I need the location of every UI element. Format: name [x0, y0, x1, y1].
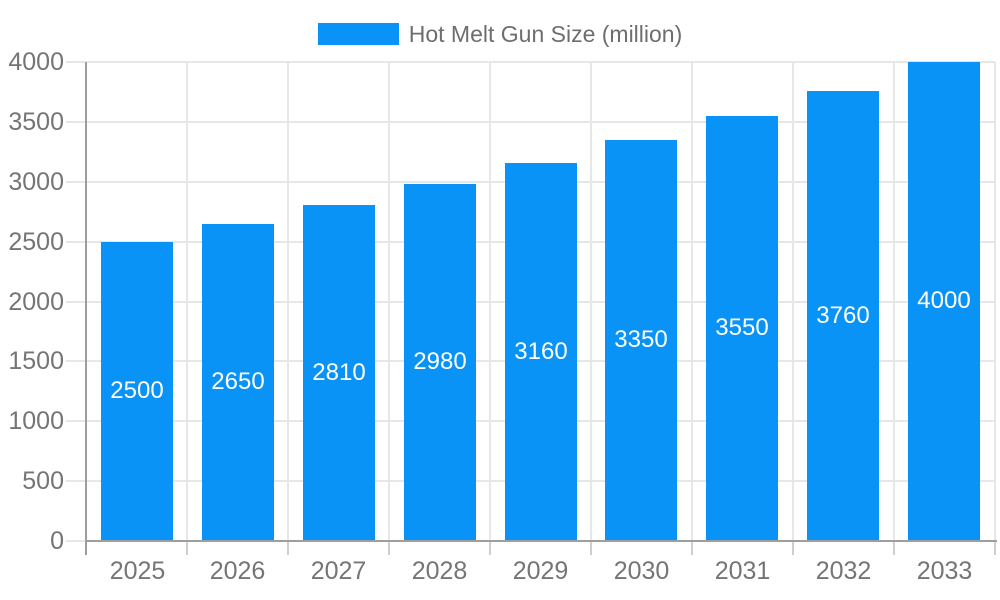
x-tick-9 — [994, 542, 996, 555]
x-axis-label-2029: 2029 — [512, 557, 569, 585]
bar-value-label-2033: 4000 — [917, 287, 971, 314]
x-axis-label-2033: 2033 — [916, 557, 973, 585]
gridline-v-8 — [893, 62, 895, 541]
bar-2033[interactable]: 4000 — [908, 62, 980, 540]
gridline-v-4 — [489, 62, 491, 541]
bar-2029[interactable]: 3160 — [505, 163, 577, 540]
x-axis-label-2027: 2027 — [310, 557, 367, 585]
gridline-v-3 — [388, 62, 390, 541]
legend-label: Hot Melt Gun Size (million) — [408, 21, 683, 47]
x-axis-label-2032: 2032 — [815, 557, 872, 585]
gridline-v-6 — [691, 62, 693, 541]
y-axis-label-2500: 2500 — [8, 228, 64, 256]
bar-value-label-2026: 2650 — [211, 368, 265, 395]
bar-value-label-2031: 3550 — [715, 314, 769, 341]
bar-2031[interactable]: 3550 — [706, 116, 778, 540]
x-tick-1 — [186, 542, 188, 555]
legend: Hot Melt Gun Size (million) — [0, 21, 1000, 47]
x-tick-2 — [287, 542, 289, 555]
x-axis-label-2030: 2030 — [613, 557, 670, 585]
gridline-h-3500 — [66, 121, 995, 123]
bar-value-label-2025: 2500 — [110, 377, 164, 404]
x-tick-3 — [388, 542, 390, 555]
y-tick-0 — [66, 540, 86, 542]
bar-2032[interactable]: 3760 — [807, 91, 879, 540]
bar-value-label-2028: 2980 — [413, 348, 467, 375]
legend-swatch — [317, 23, 399, 45]
x-axis-label-2028: 2028 — [411, 557, 468, 585]
bar-2028[interactable]: 2980 — [404, 184, 476, 540]
bar-2025[interactable]: 2500 — [101, 242, 173, 540]
y-axis-label-0: 0 — [50, 527, 64, 555]
y-axis-label-1500: 1500 — [8, 347, 64, 375]
bar-value-label-2032: 3760 — [816, 301, 870, 329]
y-axis-label-3000: 3000 — [8, 168, 64, 196]
x-tick-7 — [792, 542, 794, 555]
x-tick-8 — [893, 542, 895, 555]
y-axis-label-500: 500 — [22, 467, 64, 495]
bar-2027[interactable]: 2810 — [303, 205, 375, 540]
x-axis-label-2025: 2025 — [109, 557, 166, 585]
y-axis-label-2000: 2000 — [8, 288, 64, 316]
x-axis-label-2026: 2026 — [209, 557, 266, 585]
x-tick-4 — [489, 542, 491, 555]
bar-2026[interactable]: 2650 — [202, 224, 274, 540]
bar-value-label-2029: 3160 — [514, 337, 568, 365]
y-axis-label-3500: 3500 — [8, 108, 64, 136]
gridline-v-2 — [287, 62, 289, 541]
gridline-h-4000 — [66, 61, 995, 63]
y-axis-line — [85, 62, 87, 555]
x-axis-label-2031: 2031 — [714, 557, 771, 585]
gridline-v-9 — [994, 62, 996, 541]
x-axis-line — [85, 540, 997, 542]
x-tick-6 — [691, 542, 693, 555]
gridline-v-7 — [792, 62, 794, 541]
gridline-v-5 — [590, 62, 592, 541]
bar-value-label-2027: 2810 — [312, 358, 366, 386]
bar-2030[interactable]: 3350 — [605, 140, 677, 540]
gridline-v-1 — [186, 62, 188, 541]
bar-value-label-2030: 3350 — [614, 326, 668, 353]
y-axis-label-4000: 4000 — [8, 48, 64, 76]
x-tick-5 — [590, 542, 592, 555]
y-axis-label-1000: 1000 — [8, 407, 64, 435]
